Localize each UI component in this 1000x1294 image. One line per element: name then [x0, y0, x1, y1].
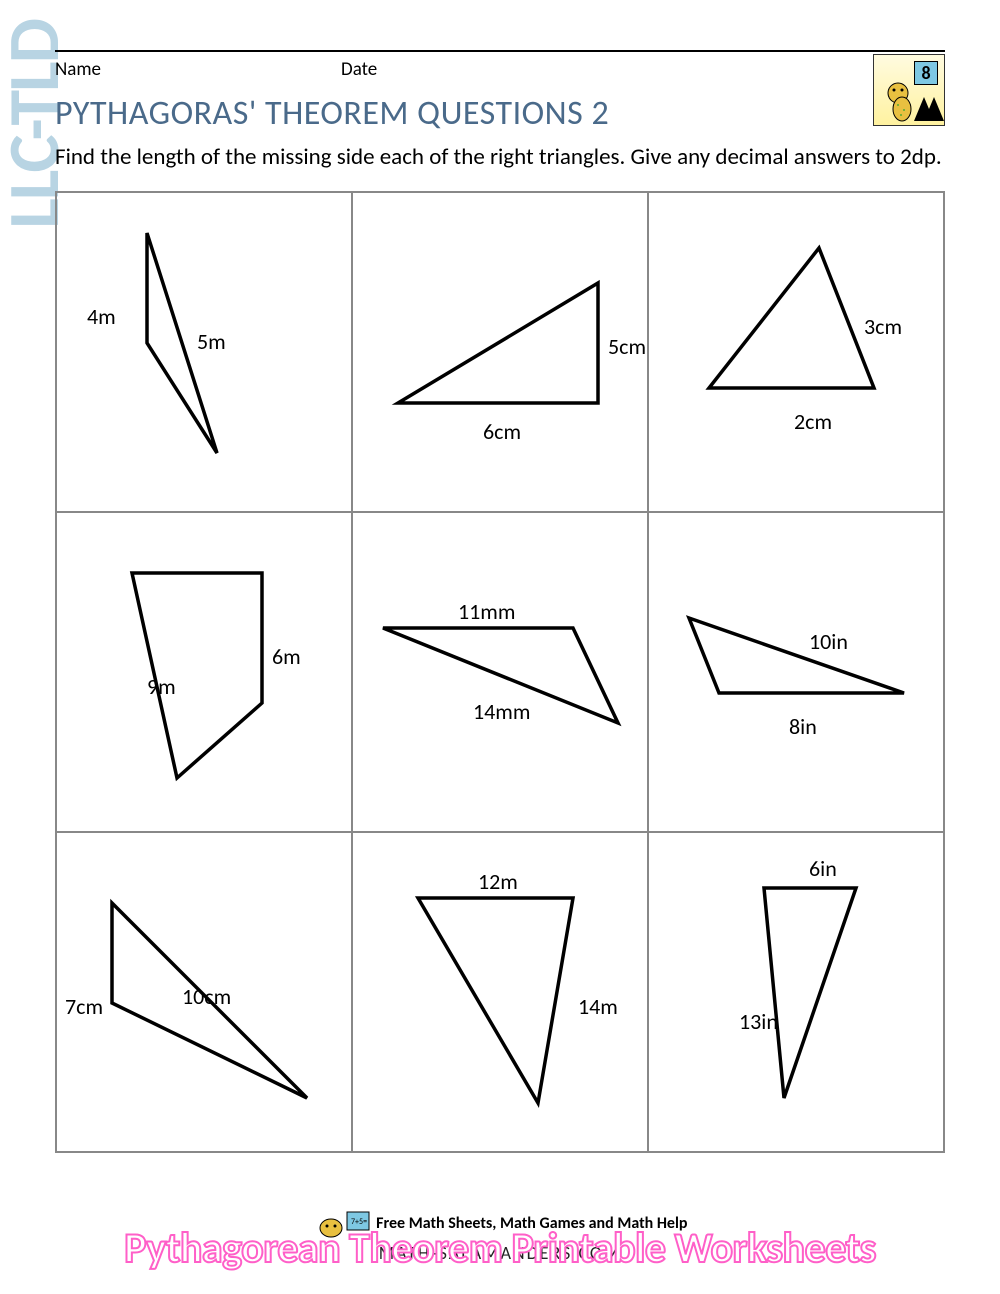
triangle-shape — [734, 868, 894, 1118]
side-label: 12m — [478, 868, 518, 895]
side-label: 14mm — [473, 698, 530, 725]
side-label: 14m — [578, 993, 618, 1020]
side-label: 9m — [147, 673, 176, 700]
side-label: 13in — [739, 1008, 778, 1035]
side-label: 6cm — [483, 418, 521, 445]
worksheet-page: Name Date PYTHAGORAS' THEOREM QUESTIONS … — [0, 0, 1000, 1153]
triangle-shape — [408, 878, 598, 1118]
triangle-shape — [679, 598, 919, 708]
instructions-text: Find the length of the missing side each… — [55, 142, 945, 173]
triangle-shape — [112, 553, 292, 793]
triangle-cell: 3cm 2cm — [648, 192, 944, 512]
name-label: Name — [55, 58, 101, 81]
triangle-cell: 7cm 10cm — [56, 832, 352, 1152]
bottom-watermark: Pythagorean Theorem Printable Worksheets — [0, 1223, 1000, 1274]
name-date-row: Name Date — [55, 58, 945, 81]
side-label: 4m — [87, 303, 116, 330]
triangle-cell: 9m 6m — [56, 512, 352, 832]
triangle-grid: 4m 5m 5cm 6cm 3cm 2cm 9m 6m 11mm 14mm 10in 8in 7cm 10… — [55, 191, 945, 1153]
side-label: 11mm — [458, 598, 515, 625]
triangle-cell: 11mm 14mm — [352, 512, 648, 832]
grade-badge: 8 — [873, 54, 945, 126]
grade-number: 8 — [921, 62, 930, 84]
grade-number-box: 8 — [914, 61, 938, 85]
side-label: 6m — [272, 643, 301, 670]
triangle-shape — [388, 253, 618, 423]
side-label: 10cm — [182, 983, 231, 1010]
side-label: 8in — [789, 713, 817, 740]
side-label: 10in — [809, 628, 848, 655]
triangle-cell: 10in 8in — [648, 512, 944, 832]
triangle-shape — [699, 238, 889, 408]
triangle-cell: 4m 5m — [56, 192, 352, 512]
side-label: 7cm — [65, 993, 103, 1020]
side-label: 6in — [809, 855, 837, 882]
triangle-cell: 12m 14m — [352, 832, 648, 1152]
side-label: 3cm — [864, 313, 902, 340]
header-row: Name Date PYTHAGORAS' THEOREM QUESTIONS … — [55, 58, 945, 142]
triangle-shape — [117, 223, 257, 473]
top-rule — [55, 50, 945, 52]
triangle-cell: 6in 13in — [648, 832, 944, 1152]
side-label: 2cm — [794, 408, 832, 435]
page-title: PYTHAGORAS' THEOREM QUESTIONS 2 — [55, 93, 945, 134]
date-label: Date — [341, 58, 377, 81]
side-label: 5cm — [608, 333, 646, 360]
triangle-cell: 5cm 6cm — [352, 192, 648, 512]
side-label: 5m — [197, 328, 226, 355]
